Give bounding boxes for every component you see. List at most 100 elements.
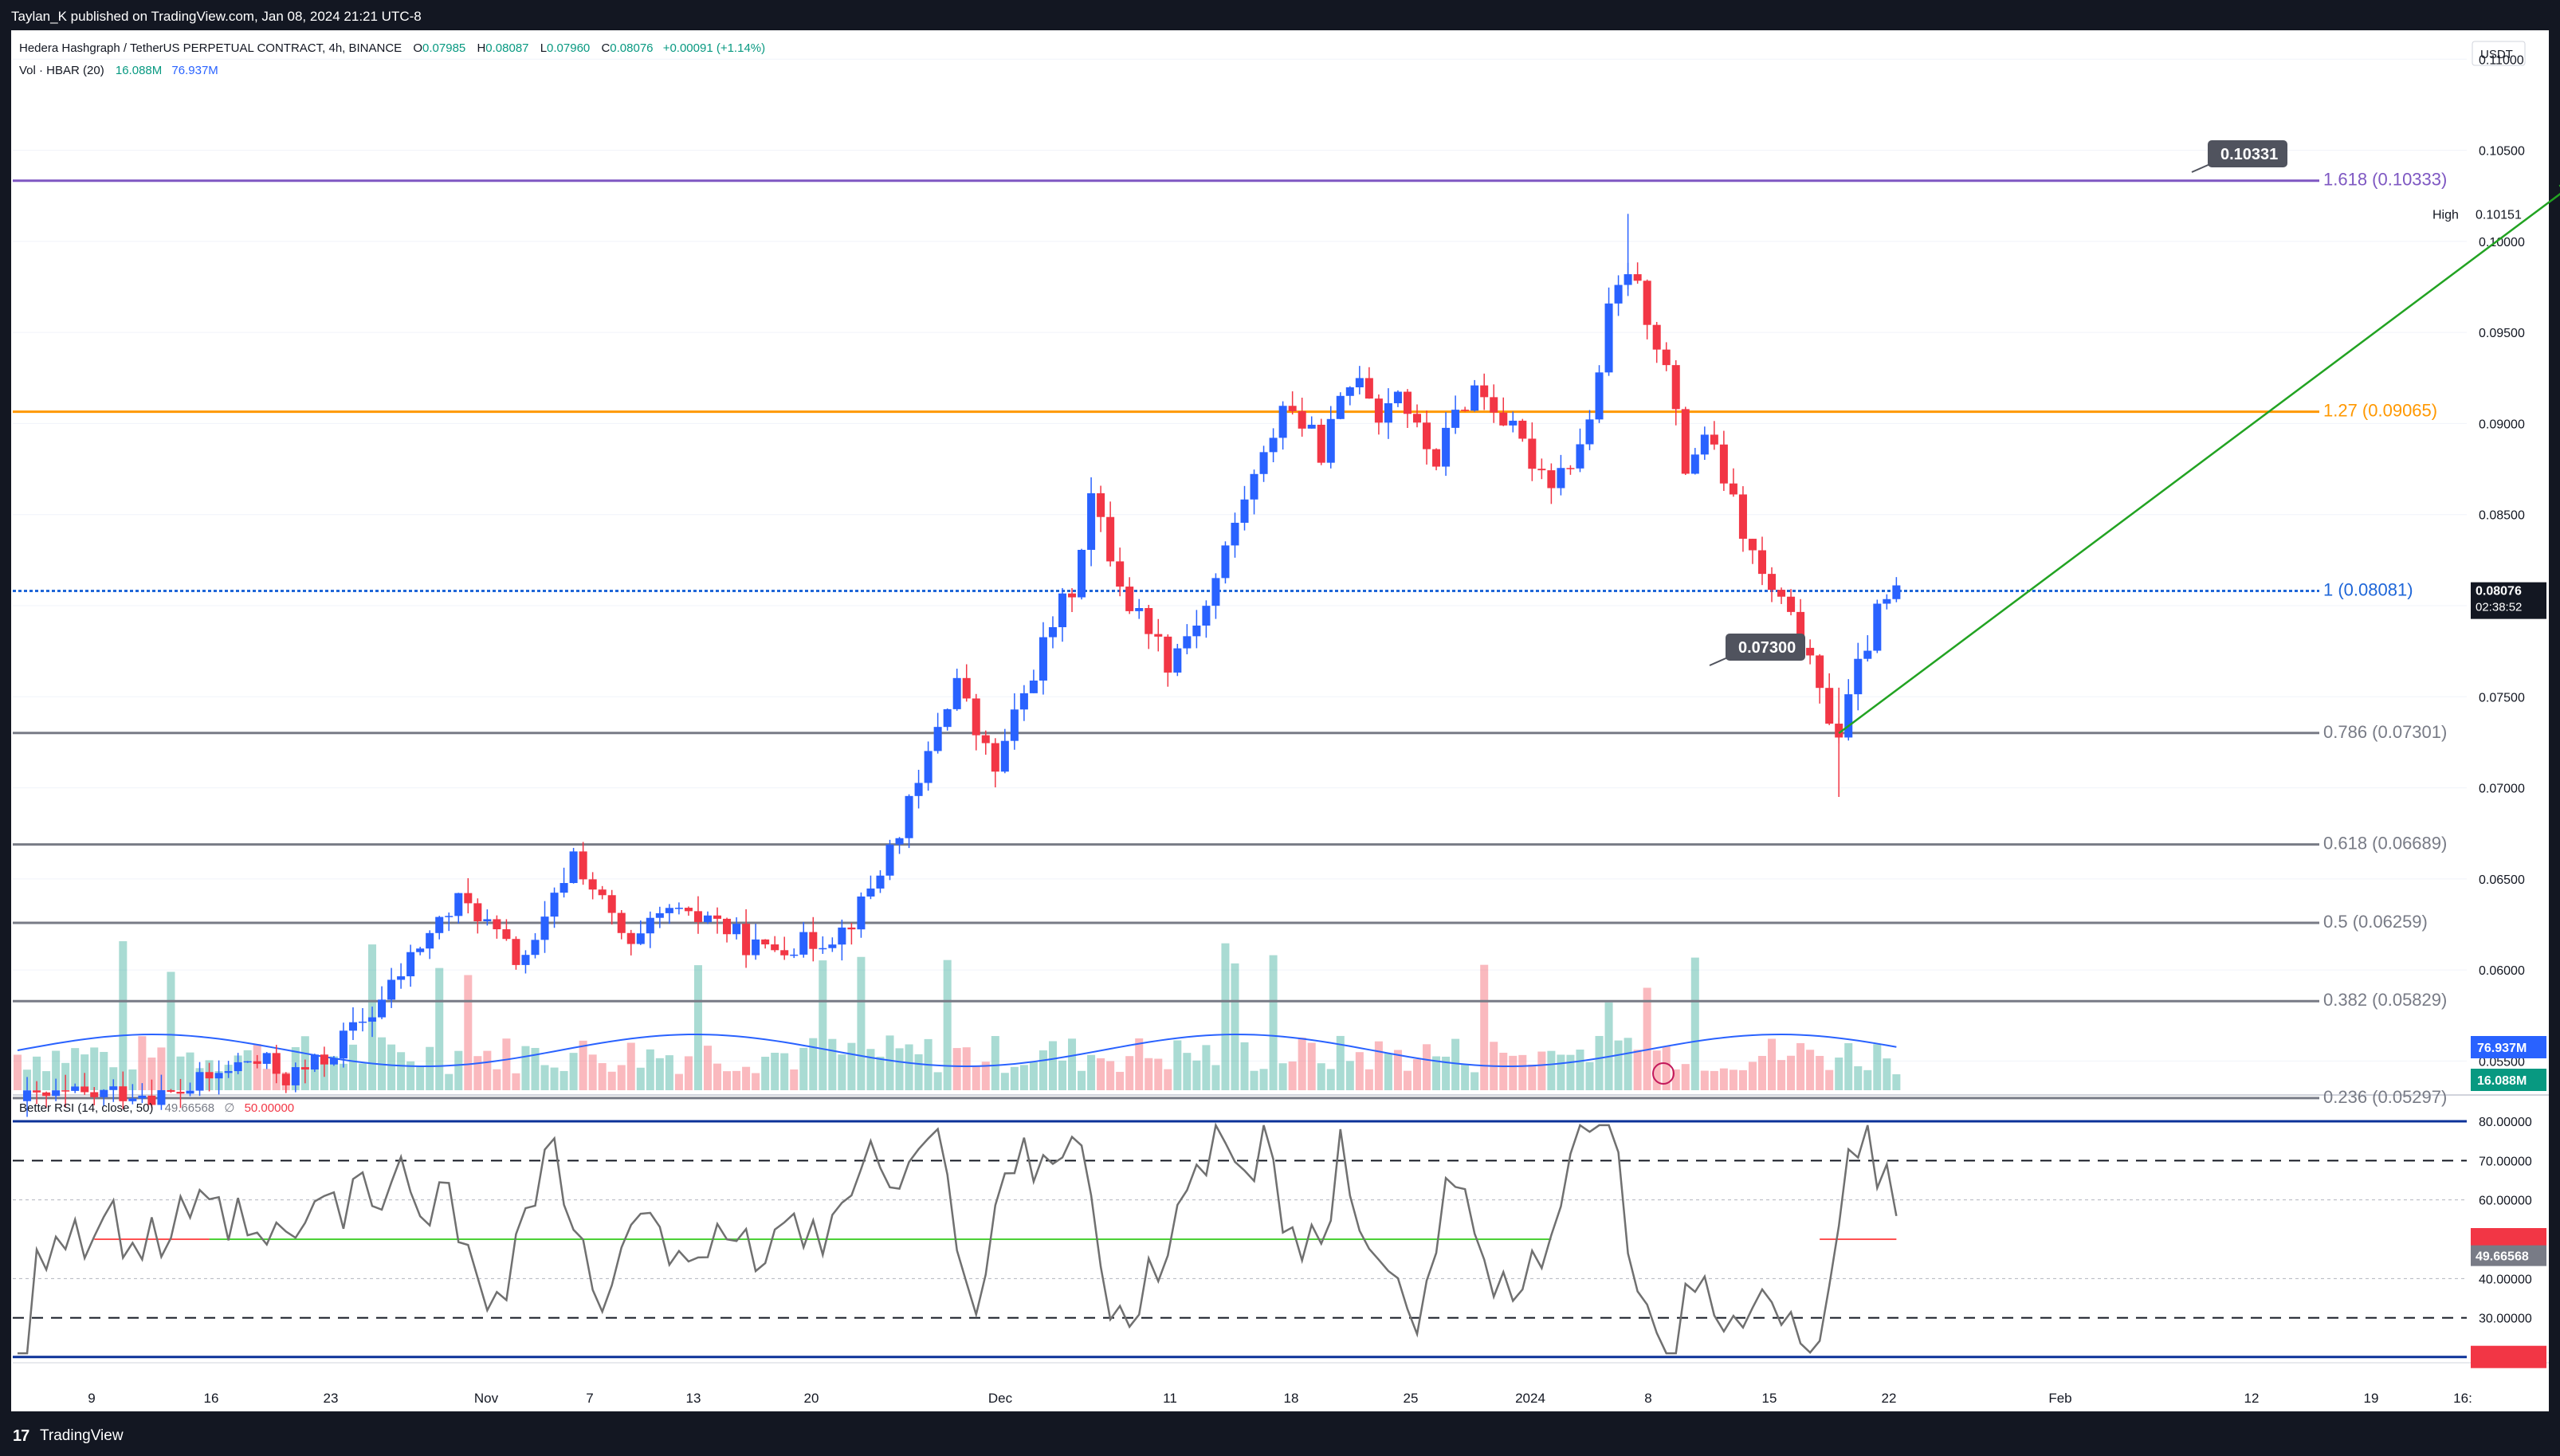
candle-body (1173, 648, 1182, 673)
candle-body (665, 908, 673, 913)
fib-label: 1.618 (0.10333) (2323, 170, 2447, 190)
volume-legend[interactable]: Vol · HBAR (20) 16.088M 76.937M (19, 64, 218, 77)
volume-bar (1835, 1058, 1843, 1090)
volume-bar (933, 1072, 942, 1090)
volume-bar (1116, 1071, 1125, 1090)
volume-bar (1499, 1052, 1508, 1090)
candle-body (1288, 406, 1297, 411)
candle-body (1806, 647, 1815, 656)
callout-upper: 0.10331 (2191, 140, 2287, 173)
candle-body (1364, 378, 1373, 399)
volume-bar (1690, 957, 1699, 1090)
volume-bar (426, 1046, 434, 1090)
candle-body (1528, 438, 1537, 469)
volume-bar (1269, 955, 1278, 1090)
candle-body (1873, 603, 1882, 651)
candle-body (1777, 590, 1786, 597)
volume-bar (1854, 1066, 1863, 1090)
volume-bar (1796, 1042, 1805, 1090)
rsi-value-badge (2471, 1245, 2546, 1266)
candle-body (914, 783, 923, 796)
candle-body (1029, 680, 1038, 693)
rsi-tick-label: 30.00000 (2479, 1313, 2532, 1326)
callout-lower-text: 0.07300 (1738, 639, 1796, 657)
rsi-line (18, 1122, 1898, 1355)
volume-bar (1336, 1035, 1345, 1090)
candle-body (1490, 397, 1498, 413)
volume-bar (435, 967, 444, 1090)
candle-body (732, 924, 741, 935)
candle-body (1423, 422, 1431, 449)
volume-bar (550, 1067, 559, 1090)
candle-body (1231, 522, 1239, 546)
volume-bar (1384, 1053, 1392, 1090)
candle-body (1844, 694, 1853, 738)
volume-bar (1048, 1041, 1057, 1090)
low-label: L (540, 41, 548, 55)
candle-body (1374, 398, 1383, 423)
volume-bar (1748, 1062, 1757, 1090)
price-axis-pane (2467, 32, 2549, 1411)
candle-body (1010, 709, 1019, 741)
candle-body (1097, 493, 1105, 517)
candle-body (253, 1061, 261, 1064)
volume-bar (713, 1063, 722, 1090)
volume-bar (1317, 1063, 1325, 1090)
candle-body (531, 940, 540, 956)
rsi-legend[interactable]: Better RSI (14, close, 50) 49.66568 ∅ 50… (19, 1101, 294, 1115)
candle-body (598, 889, 607, 896)
volume-bar (1719, 1068, 1728, 1090)
candle-body (71, 1086, 80, 1091)
volume-value: 16.088M (115, 64, 163, 77)
volume-bar (857, 956, 866, 1090)
time-tick-label: 16 (204, 1391, 219, 1406)
candle-body (1757, 550, 1767, 575)
candle-body (1326, 418, 1335, 463)
publisher-text: Taylan_K published on TradingView.com, J… (11, 9, 422, 24)
candle-body (167, 1089, 175, 1092)
volume-badge (2471, 1069, 2546, 1091)
candle-body (1116, 561, 1125, 587)
volume-bar (828, 1038, 837, 1090)
alert-icon (1652, 1062, 1675, 1085)
volume-bar (1738, 1069, 1747, 1090)
high-value-label: 0.10151 (2476, 208, 2522, 222)
time-tick-label: 19 (2364, 1391, 2379, 1406)
candle-body (186, 1090, 194, 1094)
volume-bar (540, 1065, 549, 1090)
candle-body (1671, 365, 1680, 410)
symbol-legend[interactable]: Hedera Hashgraph / TetherUS PERPETUAL CO… (19, 41, 765, 55)
last-price-badge (2471, 582, 2546, 619)
fib-label: 1.27 (0.09065) (2323, 401, 2437, 421)
candle-body (300, 1067, 309, 1070)
volume-bar (329, 1056, 338, 1090)
volume-bar (780, 1053, 789, 1090)
volume-bar (598, 1063, 607, 1090)
candle-body (761, 939, 770, 945)
candle-body (23, 1090, 32, 1101)
candle-body (550, 893, 559, 917)
candle-body (857, 896, 866, 930)
price-tick-label: 0.07500 (2479, 691, 2525, 704)
volume-bar (1480, 964, 1489, 1090)
volume-bar (109, 1067, 118, 1090)
volume-bar (752, 1073, 760, 1090)
volume-bar (1374, 1041, 1383, 1090)
time-axis: 9 16 23 Nov 7 13 20 Dec 11 18 25 2024 8 15 22 Feb 12 19 16… (88, 1391, 2472, 1406)
candle-body (569, 851, 578, 884)
candle-body (205, 1072, 214, 1079)
volume-bar (655, 1058, 664, 1090)
volume-bar (186, 1052, 194, 1090)
volume-bar (962, 1047, 971, 1090)
volume-bar (674, 1073, 683, 1090)
price-tick-label: 0.09000 (2479, 418, 2525, 431)
candle-body (1652, 324, 1661, 350)
volume-bar (1087, 1054, 1096, 1090)
price-tick-label: 0.07000 (2479, 783, 2525, 796)
price-tick-label: 0.11000 (2479, 53, 2524, 67)
time-tick-label: 25 (1404, 1391, 1419, 1406)
candle-body (1461, 410, 1470, 411)
candle-body (512, 939, 520, 965)
candle-body (588, 879, 597, 890)
